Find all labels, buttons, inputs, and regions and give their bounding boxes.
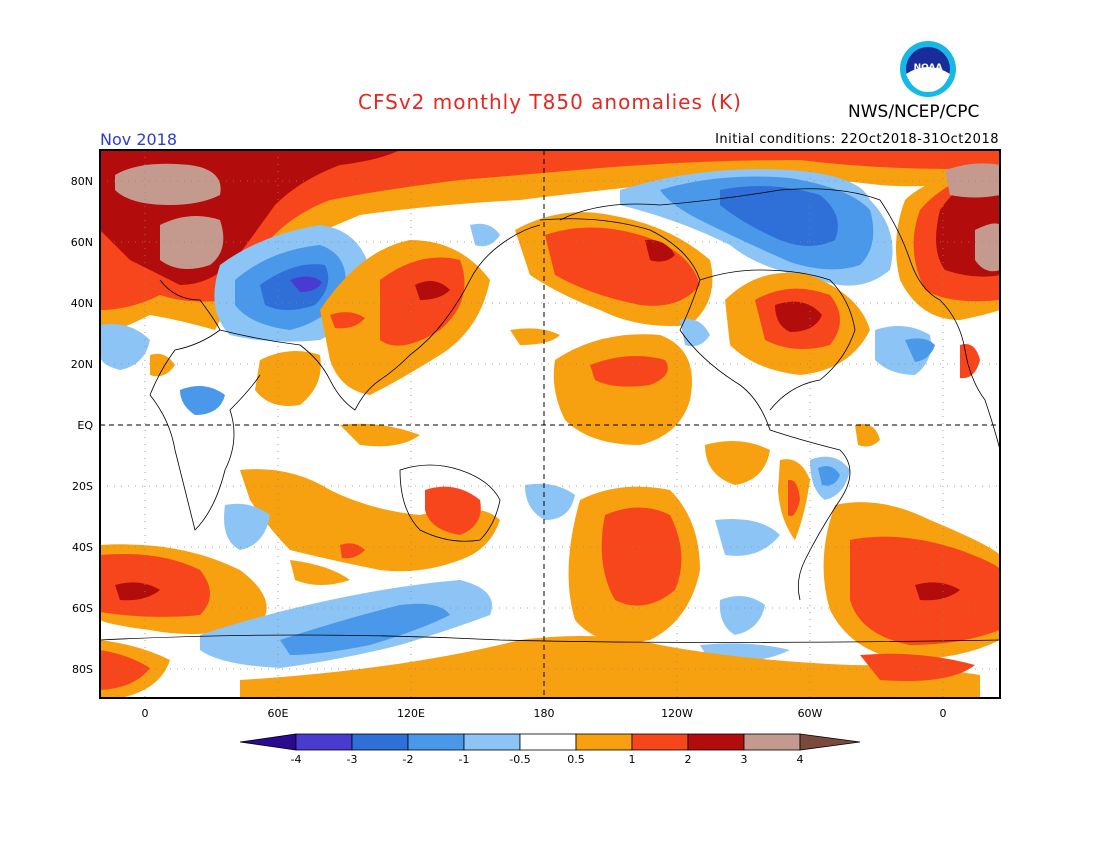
cool-region [280,603,450,655]
lon-axis: 0 60E 120E 180 120W 60W 0 [142,707,947,720]
lat-label: 80N [71,175,93,188]
map-frame [99,149,1001,699]
cool-region [100,324,150,370]
warm-region [100,150,1000,310]
cool-region [224,503,270,550]
warm-region [915,582,960,601]
warm-region [860,653,975,681]
cool-region [719,596,765,635]
colorbar-swatch [407,733,465,751]
warm-region [240,469,500,572]
noaa-logo-icon: NOAA [900,41,956,97]
colorbar-label: -2 [403,753,414,766]
colorbar-swatch [631,733,689,751]
cool-region [525,483,575,520]
lon-label: 0 [142,707,149,720]
cool-region [290,276,322,292]
warm-region [510,328,560,345]
initial-conditions: Initial conditions: 22Oct2018-31Oct2018 [715,132,999,147]
agency-label: NWS/NCEP/CPC [848,102,980,122]
colorbar-swatch [295,733,353,751]
cool-region [905,338,935,362]
warm-region [415,281,450,300]
lon-label: 60E [268,707,289,720]
warm-region [340,543,365,559]
colorbar-label: -4 [291,753,302,766]
lon-label: 120W [661,707,693,720]
warm-region [945,163,1000,198]
colorbar-label: 4 [797,753,804,766]
warm-region [775,301,822,332]
equator-dateline [100,150,1000,698]
anomaly-field [100,150,1000,698]
warm-region [255,351,321,406]
map-title: CFSv2 monthly T850 anomalies (K) [358,90,742,114]
lat-label: 60N [71,236,93,249]
lat-label: 40S [72,541,93,554]
colorbar-label: 3 [741,753,748,766]
lat-label: 80S [72,663,93,676]
lat-label: 40N [71,297,93,310]
warm-region [960,344,980,379]
warm-region [705,441,770,485]
warm-region [330,312,365,329]
warm-region [380,257,465,346]
colorbar-label: -1 [459,753,470,766]
lat-axis: 80N 60N 40N 20N EQ 20S 40S 60S 80S [71,175,94,676]
colorbar-swatch [239,733,297,751]
lon-label: 120E [397,707,425,720]
warm-region [788,479,800,516]
cool-region [715,519,780,556]
warm-region [855,424,880,447]
lon-label: 180 [534,707,555,720]
warm-region [601,507,682,606]
cool-region [818,466,840,486]
lat-label: 60S [72,602,93,615]
cool-region [180,386,225,415]
lon-label: 60W [798,707,823,720]
warm-region [975,223,1000,272]
cool-region [680,319,710,347]
lat-label: 20S [72,480,93,493]
logo-text: NOAA [914,63,943,73]
colorbar-label: 0.5 [567,753,585,766]
colorbar-label: 1 [629,753,636,766]
graticule [100,150,1000,698]
warm-region [425,486,481,535]
colorbar-label: -3 [347,753,358,766]
warm-region [590,356,668,387]
cool-region [720,186,838,246]
cool-region [470,223,500,247]
cool-region [260,264,329,310]
lon-label: 0 [940,707,947,720]
warm-region [100,554,210,617]
lat-label: EQ [77,419,93,432]
colorbar-label: -0.5 [509,753,530,766]
colorbar-swatch [463,733,521,751]
colorbar-label: 2 [685,753,692,766]
forecast-period: Nov 2018 [100,130,178,149]
warm-region [645,239,675,262]
colorbar-swatch [351,733,409,751]
warm-region [115,163,221,205]
coastlines [100,188,1000,643]
colorbar-swatch [743,733,801,751]
warm-region [340,423,420,447]
warm-region [160,216,224,269]
warm-region [115,582,160,601]
colorbar-swatch [799,733,861,751]
colorbar-labels: -4 -3 -2 -1 -0.5 0.5 1 2 3 4 [291,753,804,766]
colorbar [239,733,861,751]
warm-region [100,650,150,690]
warm-region [290,560,350,585]
warm-region [240,636,980,698]
cool-region [875,326,931,375]
colorbar-swatch [519,733,577,751]
colorbar-swatch [687,733,745,751]
lat-label: 20N [71,358,93,371]
colorbar-swatch [575,733,633,751]
